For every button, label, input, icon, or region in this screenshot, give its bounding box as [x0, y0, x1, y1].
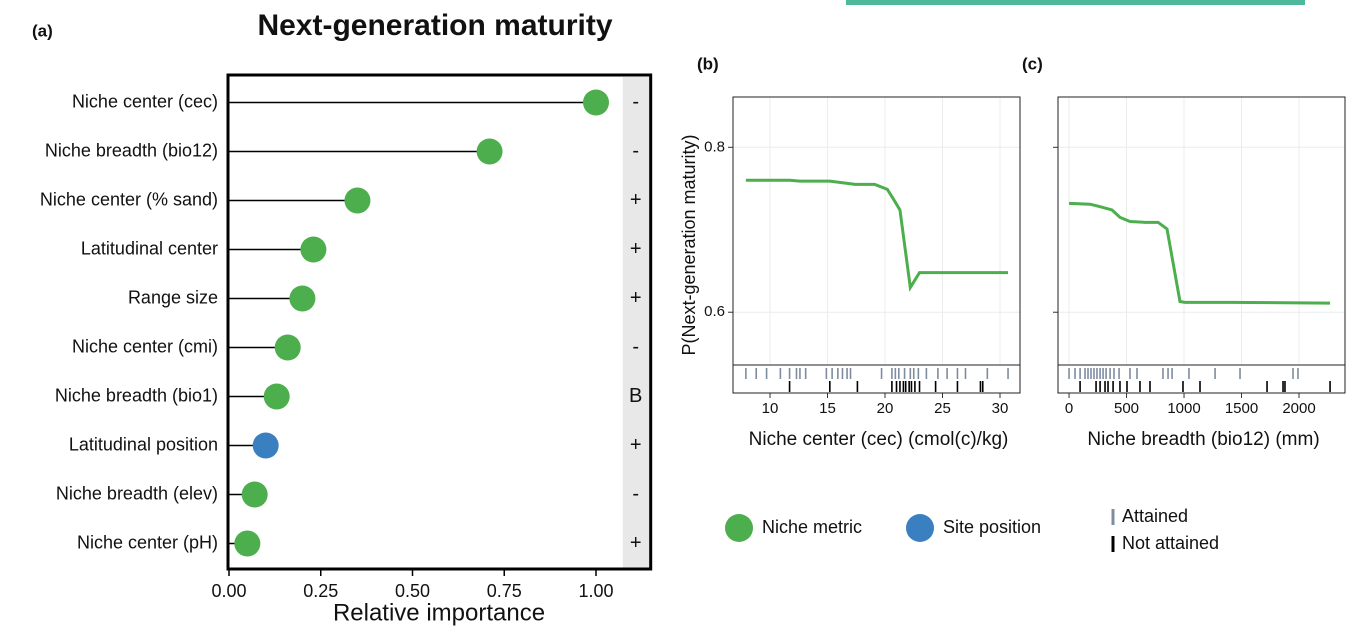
- x-tick-label: 500: [1114, 400, 1139, 417]
- sign-label: -: [632, 91, 639, 113]
- x-tick-label: 15: [819, 400, 836, 417]
- y-tick-label: Latitudinal position: [69, 434, 218, 454]
- legend-label: Niche metric: [762, 517, 862, 537]
- y-tick-label: Range size: [128, 287, 218, 307]
- legend-label: Not attained: [1122, 533, 1219, 553]
- x-tick-label: 1000: [1167, 400, 1200, 417]
- point: [583, 89, 609, 116]
- line: [1068, 201, 1331, 305]
- sign-label: +: [630, 287, 642, 309]
- point: [289, 285, 316, 312]
- legend-label: Site position: [943, 517, 1041, 537]
- sign-label: +: [630, 532, 642, 554]
- panel-label: (a): [32, 21, 53, 40]
- y-tick-label: Niche center (pH): [77, 532, 218, 552]
- y-tick-label: 0.8: [704, 138, 725, 155]
- x-axis-title: Relative importance: [333, 599, 545, 626]
- plot-frame: [226, 73, 653, 571]
- x-tick-label: 0.50: [395, 581, 430, 601]
- line: [745, 178, 1009, 292]
- sign-label: -: [632, 140, 639, 162]
- sign-label: +: [630, 434, 642, 456]
- x-tick-label: 0.25: [303, 581, 338, 601]
- x-tick-label: 2000: [1282, 400, 1315, 417]
- top-bar: [846, 0, 1305, 5]
- x-tick-label: 1.00: [578, 581, 613, 601]
- x-tick-label: 0: [1065, 400, 1073, 417]
- y-tick-label: Niche breadth (bio1): [55, 385, 218, 405]
- point: [252, 432, 279, 459]
- x-tick-label: 0.00: [211, 581, 246, 601]
- legend-marker: [906, 514, 934, 542]
- point: [344, 187, 371, 214]
- y-tick-label: Niche center (% sand): [40, 189, 218, 209]
- y-tick-label: Niche center (cec): [72, 91, 218, 111]
- point: [300, 236, 327, 263]
- x-tick-label: 25: [934, 400, 951, 417]
- plot-frame: [732, 96, 1021, 394]
- y-tick-label: Niche breadth (bio12): [45, 140, 218, 160]
- sign-label: -: [632, 483, 639, 505]
- x-tick-label: 20: [877, 400, 894, 417]
- x-tick-label: 30: [992, 400, 1009, 417]
- point: [263, 383, 290, 410]
- sign-column: [622, 77, 651, 568]
- point: [241, 481, 268, 508]
- x-axis-title: Niche center (cec) (cmol(c)/kg): [749, 429, 1009, 450]
- y-tick-label: Latitudinal center: [81, 238, 218, 258]
- sign-label: -: [632, 336, 639, 358]
- sign-label: +: [630, 189, 642, 211]
- plot-frame: [1057, 96, 1346, 394]
- legend-marker: [725, 514, 753, 542]
- panel-label: (c): [1022, 54, 1043, 73]
- sign-label: +: [630, 238, 642, 260]
- sign-label: B: [629, 385, 642, 407]
- x-tick-label: 10: [762, 400, 779, 417]
- panel-label: (b): [697, 54, 719, 73]
- point: [234, 530, 261, 557]
- point: [476, 138, 503, 165]
- y-tick-label: Niche center (cmi): [72, 336, 218, 356]
- x-tick-label: 0.75: [487, 581, 522, 601]
- y-axis-title: P(Next-generation maturity): [679, 134, 699, 355]
- y-tick-label: Niche breadth (elev): [56, 483, 218, 503]
- y-tick-label: 0.6: [704, 303, 725, 320]
- x-axis-title: Niche breadth (bio12) (mm): [1087, 429, 1319, 450]
- x-tick-label: 1500: [1225, 400, 1258, 417]
- chart-title: Next-generation maturity: [257, 9, 612, 42]
- point: [274, 334, 301, 361]
- legend-label: Attained: [1122, 506, 1188, 526]
